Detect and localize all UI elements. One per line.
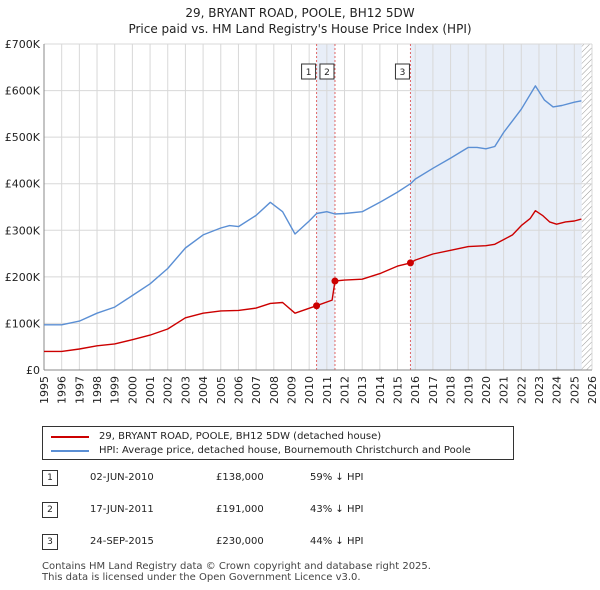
- sale-row: 1 02-JUN-2010 £138,000 59% ↓ HPI: [42, 470, 542, 488]
- x-tick-label: 2000: [126, 376, 139, 404]
- x-tick-label: 2016: [409, 376, 422, 404]
- x-tick-label: 2007: [250, 376, 263, 404]
- sale-price: £191,000: [216, 504, 264, 515]
- sale-date: 24-SEP-2015: [90, 536, 154, 547]
- x-tick-label: 1996: [56, 376, 69, 404]
- property-price-line: [44, 209, 582, 353]
- sale-number-box: [394, 63, 410, 80]
- x-tick-label: 2018: [445, 376, 458, 404]
- x-tick-label: 2017: [427, 376, 440, 404]
- sale-badge: 2: [42, 502, 58, 518]
- y-tick-label: £200K: [5, 271, 41, 284]
- x-tick-label: 2025: [568, 376, 581, 404]
- legend: 29, BRYANT ROAD, POOLE, BH12 5DW (detach…: [42, 426, 514, 460]
- x-tick-label: 2026: [586, 376, 599, 404]
- hpi-line: [44, 85, 582, 326]
- sale-price: £230,000: [216, 536, 264, 547]
- chart-subtitle: Price paid vs. HM Land Registry's House …: [128, 22, 472, 36]
- footer-copyright: Contains HM Land Registry data © Crown c…: [42, 561, 431, 572]
- sale-number-label: 3: [400, 68, 406, 78]
- x-tick-label: 2015: [392, 376, 405, 404]
- sale-date: 17-JUN-2011: [90, 504, 154, 515]
- x-tick-label: 1995: [38, 376, 51, 404]
- sale-point: [313, 302, 321, 310]
- x-tick-label: 2013: [356, 376, 369, 404]
- sale-point: [331, 277, 339, 285]
- sale-hpi-diff: 44% ↓ HPI: [310, 536, 364, 547]
- x-tick-label: 2023: [533, 376, 546, 404]
- y-tick-label: £100K: [5, 317, 41, 330]
- y-tick-label: £500K: [5, 131, 41, 144]
- x-tick-label: 2022: [515, 376, 528, 404]
- chart-title: 29, BRYANT ROAD, POOLE, BH12 5DW: [185, 6, 415, 20]
- x-tick-label: 2002: [162, 376, 175, 404]
- sale-number-label: 2: [324, 68, 330, 78]
- x-tick-label: 2011: [321, 376, 334, 404]
- x-tick-label: 1999: [109, 376, 122, 404]
- legend-label-hpi: HPI: Average price, detached house, Bour…: [99, 445, 471, 456]
- x-tick-label: 2019: [462, 376, 475, 404]
- sale-badge: 3: [42, 534, 58, 550]
- x-tick-label: 2009: [285, 376, 298, 404]
- sale-point: [406, 259, 414, 267]
- x-tick-label: 2004: [197, 376, 210, 404]
- x-tick-label: 1997: [73, 376, 86, 404]
- x-tick-label: 2024: [551, 376, 564, 404]
- sale-row: 2 17-JUN-2011 £191,000 43% ↓ HPI: [42, 502, 542, 520]
- x-tick-label: 2010: [303, 376, 316, 404]
- hatched-region: [581, 44, 592, 370]
- sale-row: 3 24-SEP-2015 £230,000 44% ↓ HPI: [42, 534, 542, 552]
- x-tick-label: 2012: [339, 376, 352, 404]
- y-tick-label: £300K: [5, 224, 41, 237]
- x-tick-label: 2008: [268, 376, 281, 404]
- x-tick-label: 2014: [374, 376, 387, 404]
- sale-hpi-diff: 43% ↓ HPI: [310, 504, 364, 515]
- x-tick-label: 2005: [215, 376, 228, 404]
- sale-number-box: [319, 63, 335, 80]
- sale-date: 02-JUN-2010: [90, 472, 154, 483]
- sale-number-label: 1: [306, 68, 312, 78]
- x-tick-label: 2020: [480, 376, 493, 404]
- x-tick-label: 2001: [144, 376, 157, 404]
- price-chart: £0 £100K £200K £300K £400K £500K £600K £700K 199…: [5, 38, 599, 404]
- sale-badge: 1: [42, 470, 58, 486]
- y-tick-label: £600K: [5, 85, 41, 98]
- shaded-region: [316, 44, 335, 370]
- y-tick-label: £0: [26, 364, 40, 377]
- shaded-region: [410, 44, 582, 370]
- legend-swatch-hpi: [51, 450, 89, 452]
- x-tick-label: 2006: [232, 376, 245, 404]
- sale-price: £138,000: [216, 472, 264, 483]
- legend-label-property: 29, BRYANT ROAD, POOLE, BH12 5DW (detach…: [99, 431, 382, 442]
- y-tick-label: £700K: [5, 38, 41, 51]
- x-tick-label: 2003: [179, 376, 192, 404]
- x-tick-label: 1998: [91, 376, 104, 404]
- sale-hpi-diff: 59% ↓ HPI: [310, 472, 364, 483]
- footer: Contains HM Land Registry data © Crown c…: [42, 561, 431, 583]
- footer-licence: This data is licensed under the Open Gov…: [42, 572, 361, 583]
- y-tick-label: £400K: [5, 178, 41, 191]
- legend-swatch-property: [51, 436, 89, 438]
- x-tick-label: 2021: [498, 376, 511, 404]
- sale-number-box: [301, 63, 317, 80]
